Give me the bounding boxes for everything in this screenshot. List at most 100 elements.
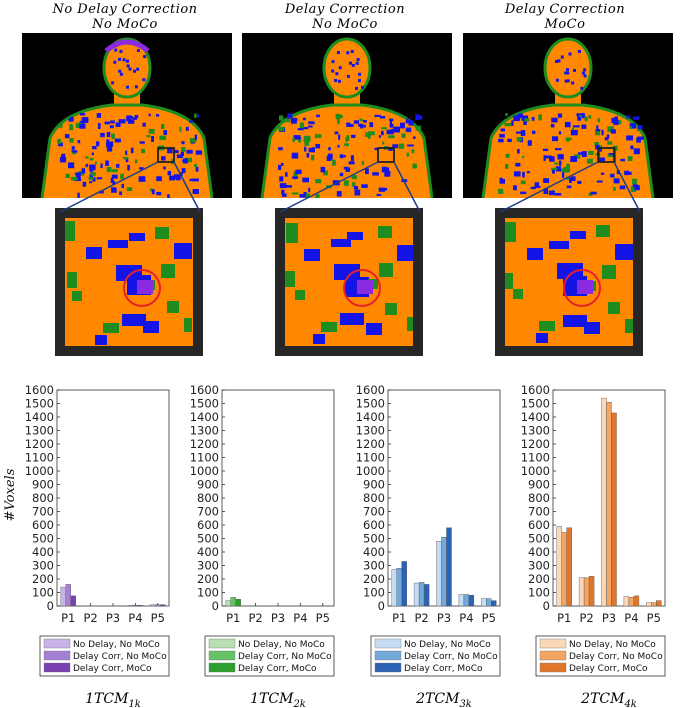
voxel-cluster [505,153,510,158]
voxel-cluster [361,85,364,89]
voxel-cluster [346,122,351,127]
voxel-cluster [90,172,96,176]
voxel-cluster [111,133,115,140]
voxel-cluster [142,78,146,82]
voxel-cluster [563,166,570,173]
voxel-cluster [552,136,559,142]
voxel-cluster [343,155,346,158]
column-title-1-line1: No Delay Correction [52,2,198,17]
voxel-cluster [192,189,199,194]
voxel-cluster [308,125,313,128]
voxel-cluster [119,49,123,53]
legend-swatch [43,650,71,661]
x-tick-label: P1 [226,611,240,625]
voxel-cluster [116,164,120,168]
voxel-block [608,302,620,314]
voxel-cluster [336,114,343,119]
voxel-cluster [523,119,527,125]
bar-p4-series-2 [463,594,470,607]
voxel-cluster [96,113,101,118]
voxel-cluster [69,138,74,143]
voxel-cluster [85,163,89,168]
voxel-cluster [161,156,166,161]
voxel-cluster [68,162,75,169]
y-tick-label: 600 [197,518,219,532]
x-tick-label: P4 [624,611,638,625]
voxel-cluster [588,192,593,196]
voxel-cluster [607,141,613,145]
voxel-cluster [393,126,400,133]
x-tick-label: P3 [602,611,616,625]
voxel-cluster [77,192,80,198]
torso-outline [40,103,214,198]
voxel-cluster [566,176,570,180]
voxel-cluster [88,177,94,180]
voxel-cluster [579,114,582,117]
voxel-cluster [119,72,123,76]
voxel-cluster [582,113,585,119]
voxel-cluster [568,137,572,140]
zoom-inset-2-map [285,218,413,346]
voxel-cluster [572,127,574,130]
charts-group: 0100200300400500600700800900100011001200… [25,383,666,708]
y-tick-label: 600 [528,518,550,532]
voxel-cluster [566,185,572,189]
voxel-cluster [384,167,389,172]
bar-p1-series-1 [60,586,66,607]
voxel-cluster [185,157,192,163]
model-label-subscript: 1k [128,699,140,708]
voxel-cluster [335,72,339,76]
voxel-cluster [316,114,320,118]
voxel-cluster [189,137,197,143]
y-tick-label: 500 [32,532,54,546]
voxel-block [295,290,305,300]
voxel-cluster [180,172,183,176]
voxel-cluster [58,142,63,147]
voxel-cluster [499,177,503,181]
voxel-cluster [336,51,340,54]
voxel-cluster [159,135,167,141]
y-tick-label: 1100 [190,451,219,465]
bar-p2-series-3 [423,584,430,607]
voxel-cluster [315,194,320,198]
voxel-cluster [520,180,526,185]
voxel-cluster [61,153,66,158]
y-tick-label: 1200 [25,437,54,451]
voxel-cluster [125,159,129,162]
voxel-cluster [637,136,644,140]
model-label-subscript: 2k [292,699,305,708]
voxel-cluster [581,124,587,129]
voxel-cluster [568,52,572,56]
voxel-cluster [174,150,179,154]
voxel-cluster [290,117,297,124]
voxel-cluster [194,164,198,168]
voxel-cluster [627,156,633,161]
voxel-cluster [350,50,354,53]
voxel-cluster [134,159,138,164]
voxel-cluster [106,131,111,138]
voxel-cluster [378,187,385,192]
voxel-cluster [619,185,626,190]
voxel-cluster [613,119,619,125]
voxel-cluster [499,179,505,184]
bar-p2-series-2 [583,577,590,607]
voxel-cluster [70,176,78,181]
voxel-cluster [358,72,362,76]
y-tick-label: 1600 [25,383,54,397]
voxel-block [65,221,75,241]
x-tick-label: P5 [151,611,165,625]
legend-swatch [539,650,567,661]
voxel-cluster [112,169,118,173]
voxel-cluster [332,159,336,166]
voxel-block [143,321,159,333]
bar-p3-series-3 [446,527,452,607]
voxel-cluster [577,50,581,53]
voxel-cluster [538,114,542,121]
legend-label: Delay Corr, MoCo [238,664,317,674]
voxel-cluster [548,190,555,196]
bar-p5-series-3 [656,600,662,607]
bar-p3-series-2 [606,401,612,607]
y-tick-label: 200 [363,572,385,586]
legend-label: No Delay, No MoCo [404,640,491,650]
voxel-cluster [311,155,315,161]
